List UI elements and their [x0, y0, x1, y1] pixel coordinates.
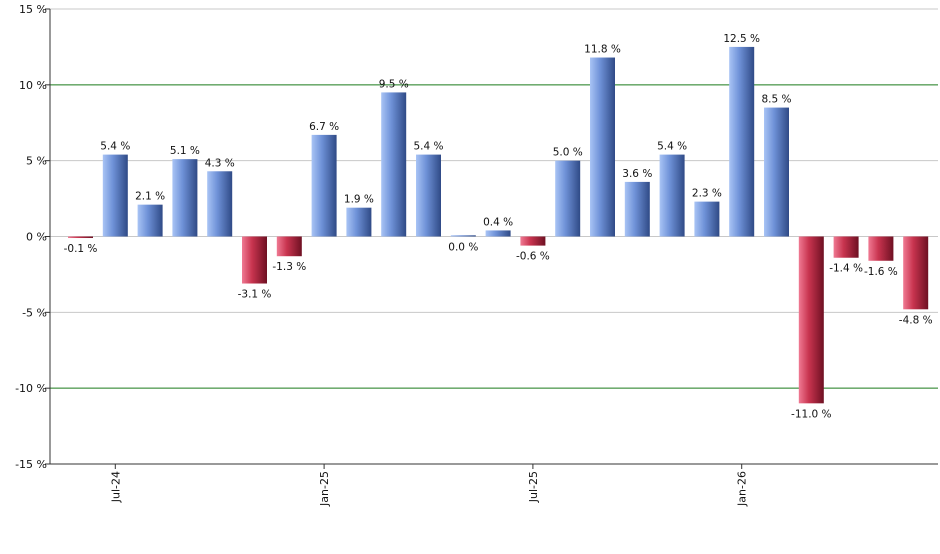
bar [868, 236, 894, 261]
data-label: -1.4 % [829, 263, 863, 275]
data-label: 5.4 % [657, 141, 687, 153]
data-label: 9.5 % [379, 78, 409, 90]
data-label: 2.3 % [692, 188, 722, 200]
bar [346, 207, 372, 237]
y-tick-label: 0 % [26, 231, 47, 244]
data-label: -1.3 % [272, 261, 306, 273]
bar [694, 201, 720, 237]
bar [903, 236, 929, 310]
data-label: 1.9 % [344, 194, 374, 206]
data-label: 11.8 % [584, 44, 621, 56]
x-tick-label: Jan-26 [736, 471, 749, 507]
y-tick-label: 15 % [19, 3, 47, 16]
data-label: 8.5 % [761, 94, 791, 106]
bar [450, 235, 476, 237]
y-tick-label: -10 % [15, 382, 47, 395]
bar [624, 181, 650, 237]
y-tick-label: 10 % [19, 79, 47, 92]
bar [381, 92, 407, 237]
data-label: -4.8 % [899, 314, 933, 326]
y-tick-label: 5 % [26, 155, 47, 168]
data-label: 12.5 % [723, 33, 760, 45]
data-label: 2.1 % [135, 191, 165, 203]
bar [659, 154, 685, 237]
data-label: 6.7 % [309, 121, 339, 133]
bar [555, 160, 581, 237]
data-label: 0.4 % [483, 216, 513, 228]
data-label: 5.4 % [413, 141, 443, 153]
bar [729, 46, 755, 237]
bar [242, 236, 267, 284]
bar [764, 107, 789, 237]
y-axis-ticks: 15 % 10 % 5 % 0 % -5 % -10 % -15 % [15, 3, 50, 471]
bar [520, 236, 546, 246]
bar [172, 159, 198, 237]
bar [68, 236, 93, 239]
bars [68, 46, 929, 404]
data-label: -11.0 % [791, 408, 832, 420]
x-tick-label: Jan-25 [318, 471, 331, 507]
data-label: -3.1 % [238, 289, 272, 301]
bar [416, 154, 441, 237]
data-label: 5.0 % [553, 147, 583, 159]
x-axis-ticks: Jul-24 Jan-25 Jul-25 Jan-26 [109, 464, 749, 507]
x-tick-label: Jul-25 [527, 471, 540, 503]
axes [49, 9, 938, 465]
bar [833, 236, 859, 258]
data-label: -0.6 % [516, 251, 550, 263]
data-label: 5.1 % [170, 145, 200, 157]
y-tick-label: -5 % [22, 306, 47, 319]
data-label: -0.1 % [64, 243, 98, 255]
bar [137, 204, 163, 237]
data-label: 4.3 % [205, 157, 235, 169]
data-labels: -0.1 % 5.4 % 2.1 % 5.1 % 4.3 % -3.1 % -1.3 % 6.… [64, 33, 933, 420]
bar [485, 230, 511, 237]
data-label: -1.6 % [864, 266, 898, 278]
data-label: 3.6 % [622, 168, 652, 180]
data-label: 5.4 % [100, 141, 130, 153]
bar [276, 236, 302, 257]
bar [590, 57, 615, 237]
bar [311, 134, 337, 237]
bar [798, 236, 824, 404]
x-tick-label: Jul-24 [109, 471, 122, 503]
data-label: 0.0 % [448, 242, 478, 254]
y-tick-label: -15 % [15, 458, 47, 471]
bar [207, 171, 233, 237]
bar [102, 154, 128, 237]
